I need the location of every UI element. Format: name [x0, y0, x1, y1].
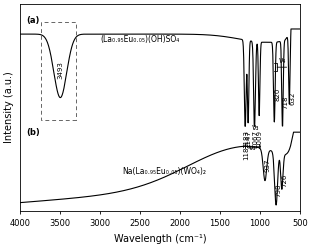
- Text: 798: 798: [276, 184, 282, 197]
- Text: 3493: 3493: [57, 61, 63, 79]
- Text: ν₄: ν₄: [279, 56, 286, 65]
- Text: 1009: 1009: [256, 130, 262, 148]
- Text: Na(La₀.₉₅Eu₀.₀₅)(WO₄)₂: Na(La₀.₉₅Eu₀.₀₅)(WO₄)₂: [122, 167, 206, 176]
- Y-axis label: Intensity (a.u.): Intensity (a.u.): [4, 72, 14, 143]
- Text: ν₃: ν₃: [252, 123, 260, 132]
- Text: 937: 937: [265, 158, 271, 172]
- Text: 726: 726: [282, 174, 288, 187]
- Text: 632: 632: [289, 91, 295, 105]
- Text: 1147: 1147: [246, 130, 251, 148]
- Text: 1183: 1183: [243, 130, 249, 148]
- Text: (b): (b): [26, 128, 40, 137]
- Text: ν₃: ν₃: [249, 143, 256, 152]
- Text: (a): (a): [26, 16, 40, 25]
- Text: (La₀.₉₅Eu₀.₀₅)(OH)SO₄: (La₀.₉₅Eu₀.₀₅)(OH)SO₄: [100, 35, 179, 44]
- Text: 718: 718: [282, 95, 288, 109]
- X-axis label: Wavelength (cm⁻¹): Wavelength (cm⁻¹): [114, 234, 206, 244]
- Text: 1067: 1067: [252, 130, 258, 148]
- Text: 1183: 1183: [243, 142, 249, 160]
- Text: 820: 820: [274, 87, 280, 101]
- Bar: [41, 22, 76, 120]
